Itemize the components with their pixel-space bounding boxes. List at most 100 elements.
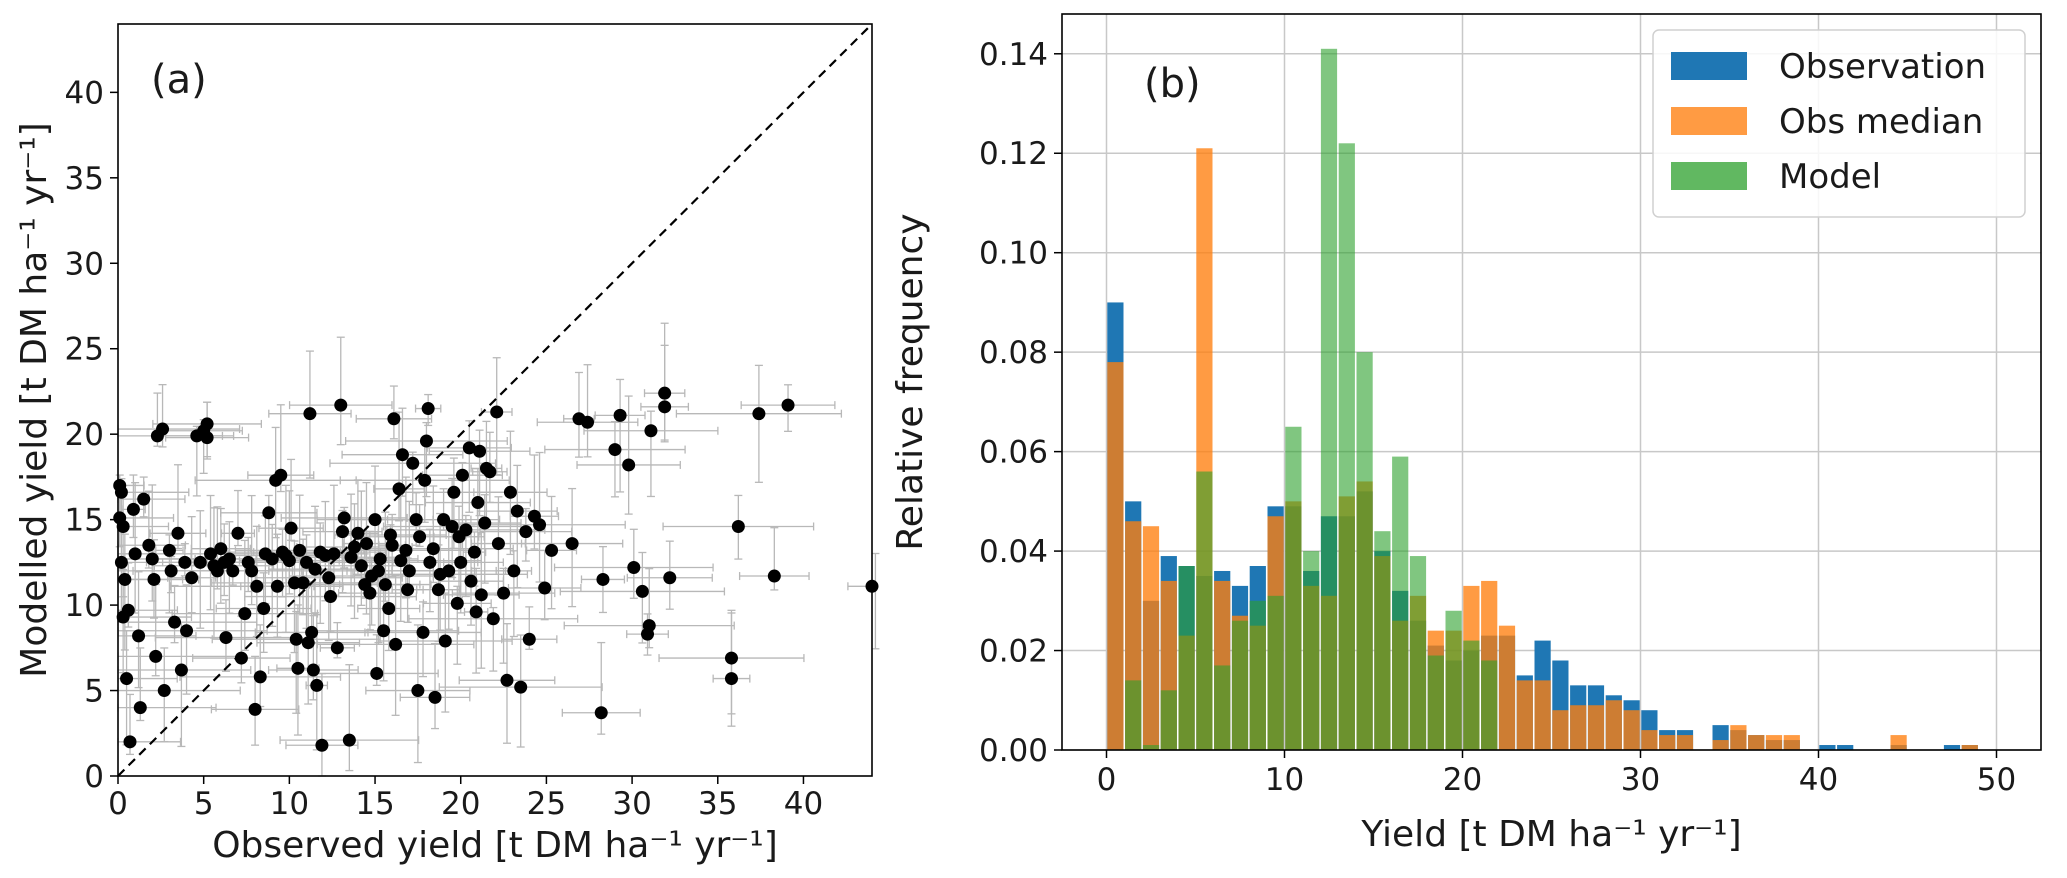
scatter-point <box>133 701 147 715</box>
legend-label: Model <box>1779 157 1881 197</box>
scatter-point <box>500 673 514 687</box>
scatter-point <box>344 550 358 564</box>
histogram-bar <box>1409 556 1427 750</box>
panel-label-a: (a) <box>151 57 207 103</box>
histogram-bar <box>1498 625 1516 750</box>
scatter-point <box>464 574 478 588</box>
scatter-point <box>327 547 341 561</box>
legend-item: Model <box>1671 157 1881 197</box>
histogram-bar <box>1356 352 1373 750</box>
histogram-bar <box>1320 48 1338 751</box>
scatter-point <box>303 407 317 421</box>
errorbar <box>288 336 393 446</box>
y-ticks-a: 0 5 10 15 20 25 30 35 40 <box>65 75 118 795</box>
scatter-point <box>270 579 284 593</box>
scatter-point <box>474 588 488 602</box>
scatter-point <box>305 625 319 639</box>
scatter-point <box>178 555 192 569</box>
scatter-point <box>296 576 310 590</box>
scatter-point <box>164 564 178 578</box>
scatter-point <box>473 444 487 458</box>
scatter-point <box>315 738 329 752</box>
scatter-point <box>731 519 745 533</box>
y-tick-label: 0.08 <box>979 335 1048 371</box>
scatter-point <box>383 528 397 542</box>
x-tick-label: 30 <box>1621 762 1660 798</box>
scatter-point <box>781 398 795 412</box>
scatter-point <box>491 537 505 551</box>
histogram-panel-b: 0 10 20 30 40 50 0.00 0.02 0.04 0.06 0.08 0.10 0.12… <box>890 13 2042 855</box>
scatter-point <box>503 485 517 499</box>
histogram-bar <box>1214 665 1231 750</box>
scatter-point <box>519 525 533 539</box>
histogram-bar <box>1231 620 1249 750</box>
histogram-bar <box>1427 655 1444 750</box>
scatter-point <box>533 518 547 532</box>
scatter-point <box>406 456 420 470</box>
scatter-point <box>128 547 142 561</box>
scatter-point <box>411 684 425 698</box>
scatter-point <box>469 605 483 619</box>
scatter-point <box>323 590 337 604</box>
scatter-point <box>387 412 401 426</box>
x-tick-label: 20 <box>441 786 480 822</box>
x-tick-label: 5 <box>194 786 214 822</box>
scatter-point <box>565 537 579 551</box>
scatter-point <box>373 552 387 566</box>
scatter-point <box>370 666 384 680</box>
scatter-point <box>428 690 442 704</box>
scatter-point <box>238 607 252 621</box>
scatter-point <box>335 525 349 539</box>
y-axis-label-a: Modelled yield [t DM ha⁻¹ yr⁻¹] <box>14 122 55 677</box>
scatter-point <box>253 670 267 684</box>
scatter-point <box>368 513 382 527</box>
legend-item: Obs median <box>1671 102 1983 142</box>
x-tick-label: 25 <box>527 786 566 822</box>
histogram-bar <box>1125 680 1142 750</box>
histogram-bar <box>1303 551 1320 750</box>
histogram-bar <box>1712 740 1729 750</box>
histogram-bar <box>1142 526 1160 750</box>
errorbar <box>561 641 641 735</box>
scatter-point <box>454 555 468 569</box>
x-axis-label-a: Observed yield [t DM ha⁻¹ yr⁻¹] <box>212 825 778 866</box>
scatter-point <box>724 672 738 686</box>
scatter-point <box>490 405 504 419</box>
histogram-bar <box>1890 735 1907 750</box>
scatter-point <box>180 624 194 638</box>
histogram-bar <box>1338 143 1355 750</box>
scatter-point <box>644 424 658 438</box>
scatter-point <box>478 516 492 530</box>
histogram-bar <box>1374 531 1391 750</box>
errorbar <box>463 567 489 674</box>
scatter-point <box>419 434 433 448</box>
scatter-point <box>174 663 188 677</box>
errorbar <box>399 642 471 730</box>
scatter-point <box>462 441 476 455</box>
scatter-point <box>308 562 322 576</box>
scatter-point <box>459 523 473 537</box>
histogram-bar <box>1463 640 1480 750</box>
x-tick-label: 0 <box>1097 762 1117 798</box>
histogram-bar <box>1605 700 1622 750</box>
scatter-point <box>522 632 536 646</box>
scatter-point <box>222 552 236 566</box>
histogram-bar <box>1392 456 1409 750</box>
scatter-point <box>291 661 305 675</box>
scatter-point <box>416 625 430 639</box>
histogram-bar <box>1445 610 1462 750</box>
scatter-point <box>431 583 445 597</box>
scatter-point <box>274 468 288 482</box>
histogram-bar <box>1178 566 1195 750</box>
scatter-point <box>162 543 176 557</box>
scatter-point <box>123 735 137 749</box>
scatter-point <box>363 586 377 600</box>
scatter-point <box>627 560 641 574</box>
scatter-point <box>635 584 649 598</box>
scatter-point <box>114 555 128 569</box>
scatter-point <box>214 542 228 556</box>
y-tick-label: 0.10 <box>979 236 1048 272</box>
scatter-point <box>395 448 409 462</box>
histogram-bar <box>1961 745 1978 750</box>
scatter-point <box>724 651 738 665</box>
